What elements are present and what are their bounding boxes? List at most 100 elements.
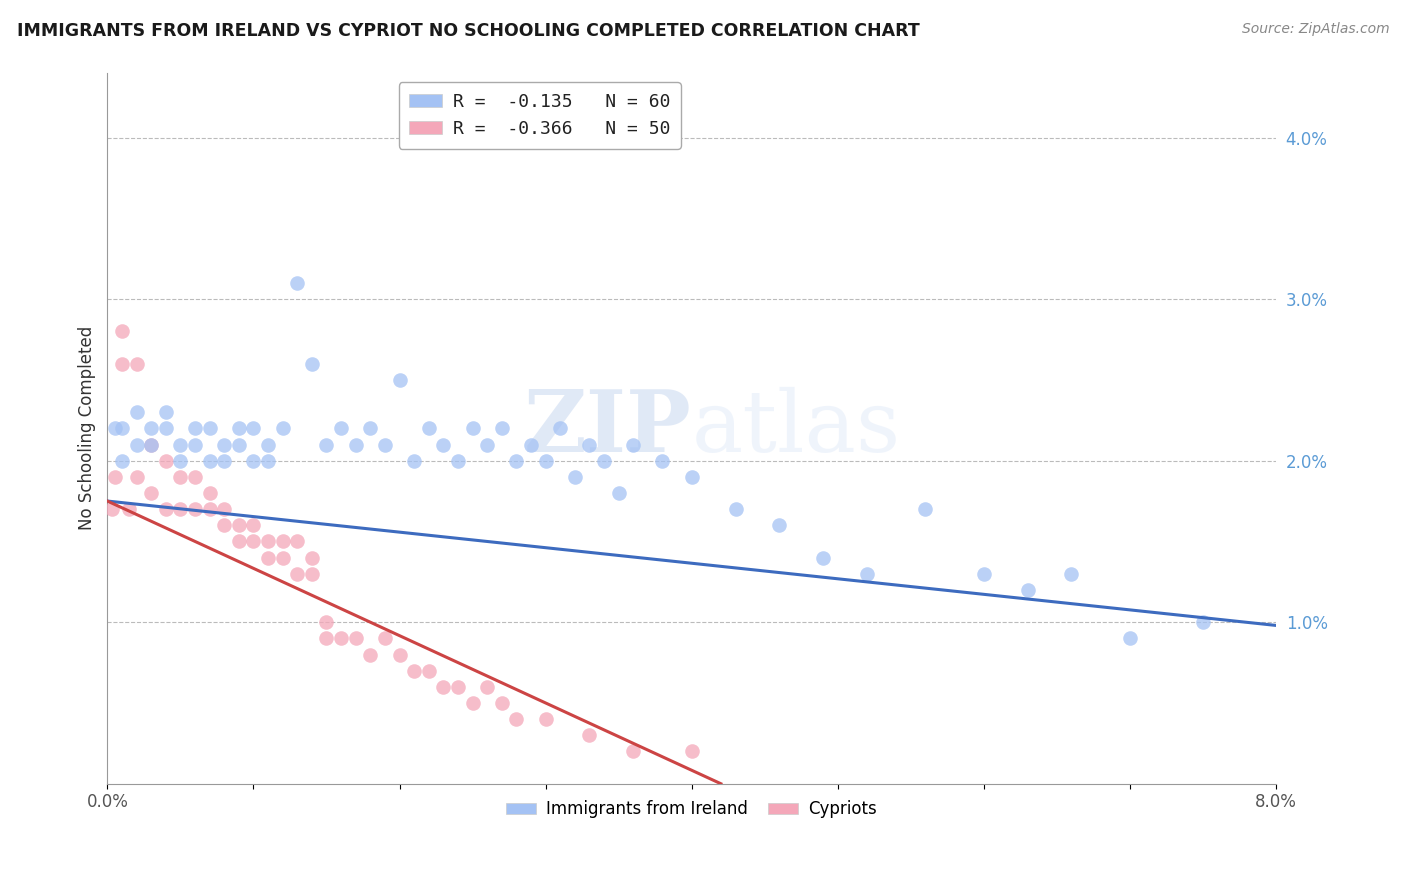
Point (811, 550, 834, 565)
Point (681, 744, 703, 758)
Point (344, 632, 367, 646)
Point (404, 664, 426, 678)
Point (212, 502, 235, 516)
Point (388, 648, 411, 662)
Point (257, 437, 280, 451)
Point (198, 502, 221, 516)
Point (724, 502, 747, 516)
Point (914, 502, 936, 516)
Point (315, 437, 337, 451)
Point (169, 470, 191, 484)
Point (184, 421, 207, 435)
Point (418, 664, 440, 678)
Point (564, 470, 586, 484)
Point (228, 437, 250, 451)
Point (388, 373, 411, 387)
Point (621, 744, 644, 758)
Point (228, 518, 250, 533)
Point (155, 421, 177, 435)
Point (1192, 615, 1215, 630)
Point (242, 421, 264, 435)
Point (447, 453, 470, 467)
Point (593, 453, 616, 467)
Point (505, 453, 527, 467)
Point (169, 502, 191, 516)
Point (418, 421, 440, 435)
Point (301, 566, 323, 581)
Point (548, 421, 571, 435)
Point (1060, 566, 1083, 581)
Point (169, 437, 191, 451)
Point (621, 437, 644, 451)
Point (404, 453, 426, 467)
Point (520, 437, 543, 451)
Point (184, 437, 207, 451)
Point (104, 421, 127, 435)
Point (491, 696, 513, 710)
Point (271, 534, 294, 549)
Point (578, 728, 600, 742)
Point (111, 453, 134, 467)
Legend: Immigrants from Ireland, Cypriots: Immigrants from Ireland, Cypriots (499, 794, 884, 825)
Point (257, 550, 280, 565)
Point (212, 437, 235, 451)
Point (111, 357, 134, 371)
Point (301, 357, 323, 371)
Point (155, 502, 177, 516)
Point (461, 696, 484, 710)
Point (315, 615, 337, 630)
Point (242, 453, 264, 467)
Point (141, 437, 163, 451)
Point (271, 550, 294, 565)
Point (198, 486, 221, 500)
Point (477, 437, 499, 451)
Text: Source: ZipAtlas.com: Source: ZipAtlas.com (1241, 22, 1389, 37)
Point (111, 325, 134, 339)
Point (141, 437, 163, 451)
Point (1119, 632, 1142, 646)
Point (461, 421, 484, 435)
Point (257, 453, 280, 467)
Point (285, 566, 308, 581)
Point (141, 486, 163, 500)
Point (169, 453, 191, 467)
Point (301, 550, 323, 565)
Point (607, 486, 630, 500)
Point (315, 632, 337, 646)
Point (184, 470, 207, 484)
Point (491, 421, 513, 435)
Point (374, 632, 396, 646)
Point (198, 421, 221, 435)
Point (432, 680, 454, 694)
Point (198, 453, 221, 467)
Point (534, 712, 557, 726)
Point (118, 502, 141, 516)
Point (432, 437, 454, 451)
Point (212, 453, 235, 467)
Point (242, 518, 264, 533)
Point (1017, 582, 1039, 597)
Point (534, 453, 557, 467)
Point (651, 453, 673, 467)
Point (104, 470, 127, 484)
Point (257, 534, 280, 549)
Point (184, 502, 207, 516)
Point (100, 502, 122, 516)
Point (374, 437, 396, 451)
Point (285, 276, 308, 290)
Point (856, 566, 879, 581)
Point (212, 518, 235, 533)
Point (271, 421, 294, 435)
Point (155, 405, 177, 419)
Y-axis label: No Schooling Completed: No Schooling Completed (79, 326, 96, 531)
Point (125, 405, 148, 419)
Text: IMMIGRANTS FROM IRELAND VS CYPRIOT NO SCHOOLING COMPLETED CORRELATION CHART: IMMIGRANTS FROM IRELAND VS CYPRIOT NO SC… (17, 22, 920, 40)
Point (359, 648, 381, 662)
Point (111, 421, 134, 435)
Point (505, 712, 527, 726)
Point (768, 518, 790, 533)
Point (344, 437, 367, 451)
Point (330, 421, 353, 435)
Text: atlas: atlas (692, 387, 901, 470)
Point (228, 534, 250, 549)
